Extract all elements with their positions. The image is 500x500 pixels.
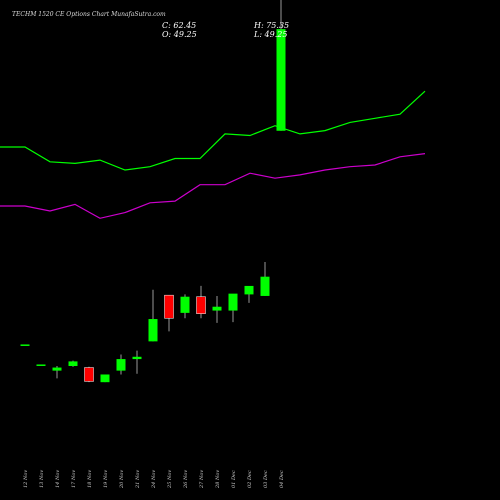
chart-title: TECHM 1520 CE Options Chart MunafaSutra.… — [12, 11, 166, 18]
upper-band-line — [0, 90, 426, 171]
candle — [68, 360, 78, 367]
candle — [84, 366, 94, 383]
close-value: C: 62.45 — [162, 21, 197, 30]
x-tick-label: 24 Nov — [151, 470, 157, 489]
candle — [260, 262, 270, 296]
candle-body — [196, 296, 206, 314]
low-value: L: 49.25 — [254, 30, 288, 39]
candle-body — [116, 359, 126, 371]
candle — [20, 344, 30, 346]
high-value: H: 75.35 — [254, 21, 290, 30]
x-tick-label: 12 Nov — [23, 470, 29, 488]
candle — [276, 0, 286, 131]
candle-body — [148, 319, 158, 342]
candle-body — [180, 296, 190, 313]
x-tick-label: 20 Nov — [119, 470, 125, 489]
candle — [164, 294, 174, 332]
x-tick-label: 25 Nov — [167, 470, 173, 489]
candle-body — [20, 344, 30, 346]
x-tick-label: 26 Nov — [183, 470, 189, 489]
candle — [212, 295, 222, 323]
candle — [244, 285, 254, 303]
open-value: O: 49.25 — [162, 30, 197, 39]
candle-body — [260, 276, 270, 296]
candle — [148, 289, 158, 342]
candle-body — [212, 306, 222, 311]
candle-body — [36, 364, 46, 366]
x-tick-label: 02 Dec — [247, 470, 253, 488]
candle — [36, 364, 46, 366]
x-tick-label: 04 Dec — [279, 470, 285, 488]
candle — [100, 374, 110, 383]
candle — [52, 366, 62, 379]
candle-body — [68, 361, 78, 367]
candle-body — [276, 29, 286, 131]
x-tick-label: 27 Nov — [199, 470, 205, 489]
candle-body — [52, 367, 62, 371]
x-axis-labels: 12 Nov 13 Nov 14 Nov 17 Nov 18 Nov 19 Nov 20 N… — [23, 470, 285, 489]
x-tick-label: 18 Nov — [87, 470, 93, 488]
candle-body — [84, 367, 94, 382]
lower-band-line — [0, 153, 426, 219]
candle-body — [132, 356, 142, 360]
band-lines — [0, 90, 426, 219]
x-tick-label: 19 Nov — [103, 470, 109, 488]
x-tick-label: 01 Dec — [231, 470, 237, 488]
x-tick-label: 13 Nov — [39, 470, 45, 488]
candle — [132, 350, 142, 374]
x-tick-label: 28 Nov — [215, 470, 221, 489]
x-tick-label: 03 Dec — [263, 470, 269, 488]
candle — [180, 294, 190, 319]
candle-body — [228, 293, 238, 311]
x-tick-label: 17 Nov — [71, 470, 77, 488]
candle-body — [244, 285, 254, 295]
x-tick-label: 21 Nov — [135, 470, 141, 489]
candles — [20, 0, 286, 383]
x-tick-label: 14 Nov — [55, 470, 61, 488]
candle — [228, 293, 238, 323]
candle-body — [164, 294, 174, 319]
candle — [196, 285, 206, 319]
candle — [116, 354, 126, 375]
candle-body — [100, 374, 110, 383]
